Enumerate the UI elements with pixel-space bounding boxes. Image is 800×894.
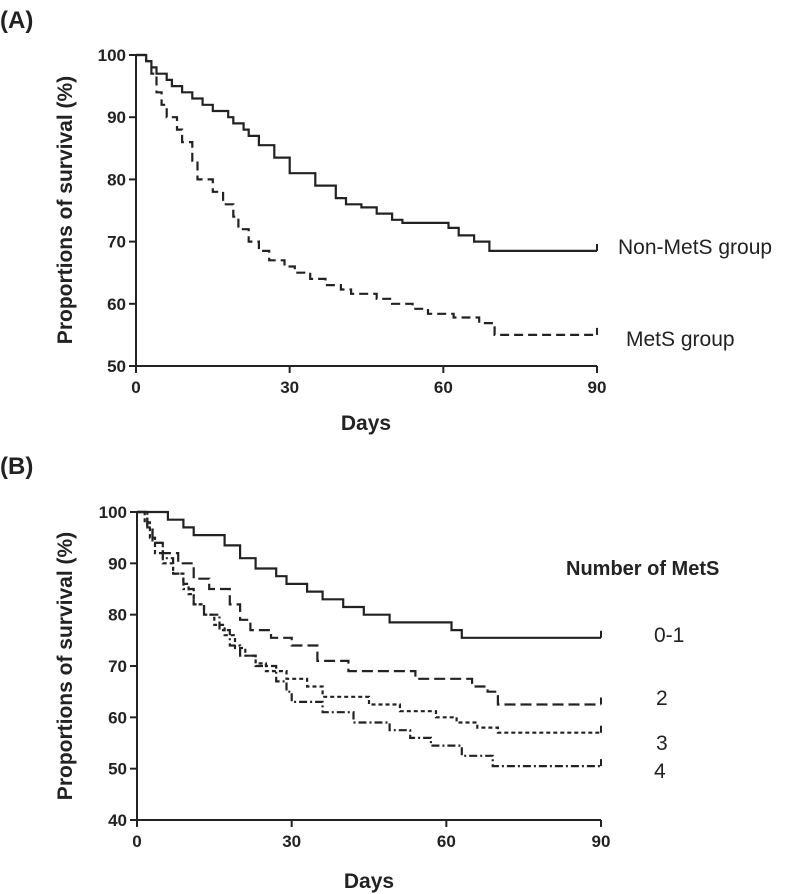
series-line-4 (137, 510, 601, 768)
x-tick-label: 0 (132, 832, 141, 851)
panel-a-ticks (129, 54, 598, 373)
series-line-mets-group (136, 53, 597, 336)
x-tick-label: 60 (434, 378, 453, 397)
y-tick-label: 70 (107, 233, 126, 252)
x-tick-label: 30 (280, 378, 299, 397)
panel-b-series (137, 510, 602, 768)
annotation-mets-group: MetS group (626, 328, 735, 351)
panel-b-x-axis-title: Days (344, 870, 394, 893)
panel-a-series (136, 53, 598, 336)
panel-b-y-axis-title: Proportions of survival (%) (54, 532, 77, 800)
y-tick-label: 100 (98, 46, 126, 65)
legend-label-2: 2 (656, 687, 668, 710)
annotation-non-mets-group: Non-MetS group (618, 236, 772, 259)
y-tick-label: 90 (107, 108, 126, 127)
y-tick-label: 50 (108, 760, 127, 779)
panel-a-label: (A) (0, 7, 33, 34)
legend-label-4: 4 (654, 760, 666, 783)
series-line-2 (137, 510, 601, 706)
legend-label-3: 3 (656, 732, 668, 755)
panel-b-label: (B) (0, 453, 33, 480)
y-tick-label: 70 (108, 657, 127, 676)
x-tick-label: 90 (588, 378, 607, 397)
x-tick-label: 30 (282, 832, 301, 851)
panel-a: (A) 50 60 70 80 90 100 0 30 60 90 Days Proportio… (0, 7, 772, 435)
legend-label-0-1: 0-1 (654, 624, 684, 647)
y-tick-label: 80 (107, 170, 126, 189)
y-tick-label: 40 (108, 811, 127, 830)
y-tick-label: 60 (107, 295, 126, 314)
panel-b-x-tick-labels: 0 30 60 90 (132, 832, 610, 851)
x-tick-label: 0 (131, 378, 140, 397)
series-line-non-mets-group (136, 53, 597, 252)
series-line-3 (137, 510, 601, 734)
panel-b: (B) 40 50 60 70 80 90 100 0 30 60 90 Days Proport… (0, 453, 719, 893)
x-tick-label: 90 (592, 832, 611, 851)
x-tick-label: 60 (437, 832, 456, 851)
panel-b-ticks (130, 511, 602, 827)
legend-title-number-of-mets: Number of MetS (566, 558, 719, 580)
y-tick-label: 80 (108, 606, 127, 625)
panel-b-y-tick-labels: 40 50 60 70 80 90 100 (99, 503, 127, 830)
y-tick-label: 100 (99, 503, 127, 522)
y-tick-label: 50 (107, 357, 126, 376)
panel-a-x-tick-labels: 0 30 60 90 (131, 378, 606, 397)
y-tick-label: 60 (108, 708, 127, 727)
panel-a-x-axis-title: Days (341, 412, 391, 435)
series-line-0-1 (137, 510, 601, 639)
y-tick-label: 90 (108, 554, 127, 573)
panel-a-y-tick-labels: 50 60 70 80 90 100 (98, 46, 126, 376)
panel-a-y-axis-title: Proportions of survival (%) (54, 76, 77, 344)
